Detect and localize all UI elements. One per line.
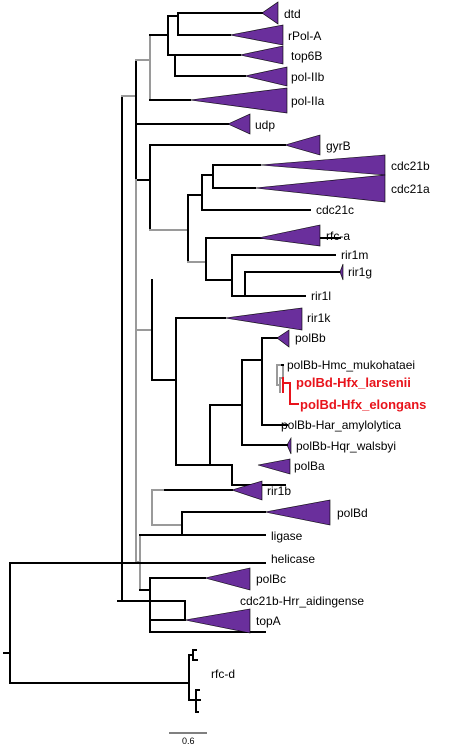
label-rfc-a: rfc-a <box>326 229 350 243</box>
label-ligase: ligase <box>271 529 303 543</box>
clade-pol-iia-triangle <box>189 87 288 114</box>
clade-rpol-a-triangle <box>229 24 284 46</box>
highlight-branches <box>282 377 299 405</box>
label-polbc: polBc <box>256 572 286 586</box>
clade-cdc21a-triangle <box>254 174 386 203</box>
clade-topa-triangle <box>184 608 251 634</box>
label-polbb-hmc: polBb-Hmc_mukohataei <box>287 358 415 372</box>
label-cdc21a: cdc21a <box>391 182 430 196</box>
label-polbb-hqr: polBb-Hqr_walsbyi <box>296 439 396 453</box>
label-rfc-d: rfc-d <box>211 667 235 681</box>
label-polbb: polBb <box>295 331 326 345</box>
clade-udp-triangle <box>227 113 251 135</box>
clade-rir1g-triangle <box>339 263 344 281</box>
clade-polbd-triangle <box>264 499 331 526</box>
leaf-labels: dtd rPol-A top6B pol-IIb pol-IIa udp gyr… <box>211 7 430 681</box>
tree-branches <box>3 12 341 684</box>
label-polba: polBa <box>294 459 325 473</box>
rfc-d-subtree <box>192 649 201 713</box>
scale-bar: 0.6 <box>169 732 207 746</box>
clade-rfc-a-triangle <box>257 224 321 247</box>
label-polbd: polBd <box>337 506 368 520</box>
label-rir1m: rir1m <box>341 248 368 262</box>
label-cdc21b-hrr: cdc21b-Hrr_aidingense <box>240 594 364 608</box>
label-rir1l: rir1l <box>311 289 331 303</box>
clade-rir1k-triangle <box>224 307 303 331</box>
clade-rir1b-triangle <box>231 480 263 501</box>
label-polbd-hfx-elongans: polBd-Hfx_elongans <box>300 397 426 412</box>
label-polbb-har: polBb-Har_amylolytica <box>281 418 401 432</box>
label-cdc21c: cdc21c <box>316 203 354 217</box>
clade-pol-iib-triangle <box>244 66 288 87</box>
label-cdc21b: cdc21b <box>391 159 430 173</box>
label-rir1b: rir1b <box>267 484 291 498</box>
clade-top6b-triangle <box>239 45 284 65</box>
label-rpol-a: rPol-A <box>288 29 321 43</box>
label-dtd: dtd <box>284 7 301 21</box>
label-helicase: helicase <box>271 552 315 566</box>
label-pol-iia: pol-IIa <box>291 94 325 108</box>
scale-bar-label: 0.6 <box>182 736 195 746</box>
collapsed-clades <box>184 1 386 634</box>
label-gyrb: gyrB <box>326 139 351 153</box>
label-top6b: top6B <box>291 49 322 63</box>
label-rir1g: rir1g <box>348 265 372 279</box>
label-rir1k: rir1k <box>307 311 331 325</box>
clade-polbb-triangle <box>276 329 290 348</box>
clade-polba-triangle <box>257 458 291 475</box>
clade-dtd-triangle <box>261 1 279 25</box>
clade-polbb-hqr-triangle <box>286 436 292 455</box>
label-polbd-hfx-larsenii: polBd-Hfx_larsenii <box>296 375 411 390</box>
label-topa: topA <box>256 614 281 628</box>
label-pol-iib: pol-IIb <box>291 70 325 84</box>
label-udp: udp <box>255 118 275 132</box>
clade-polbc-triangle <box>204 567 251 591</box>
attach-branches <box>149 424 288 621</box>
clade-cdc21b-triangle <box>259 154 386 176</box>
clade-gyrb-triangle <box>283 134 321 156</box>
